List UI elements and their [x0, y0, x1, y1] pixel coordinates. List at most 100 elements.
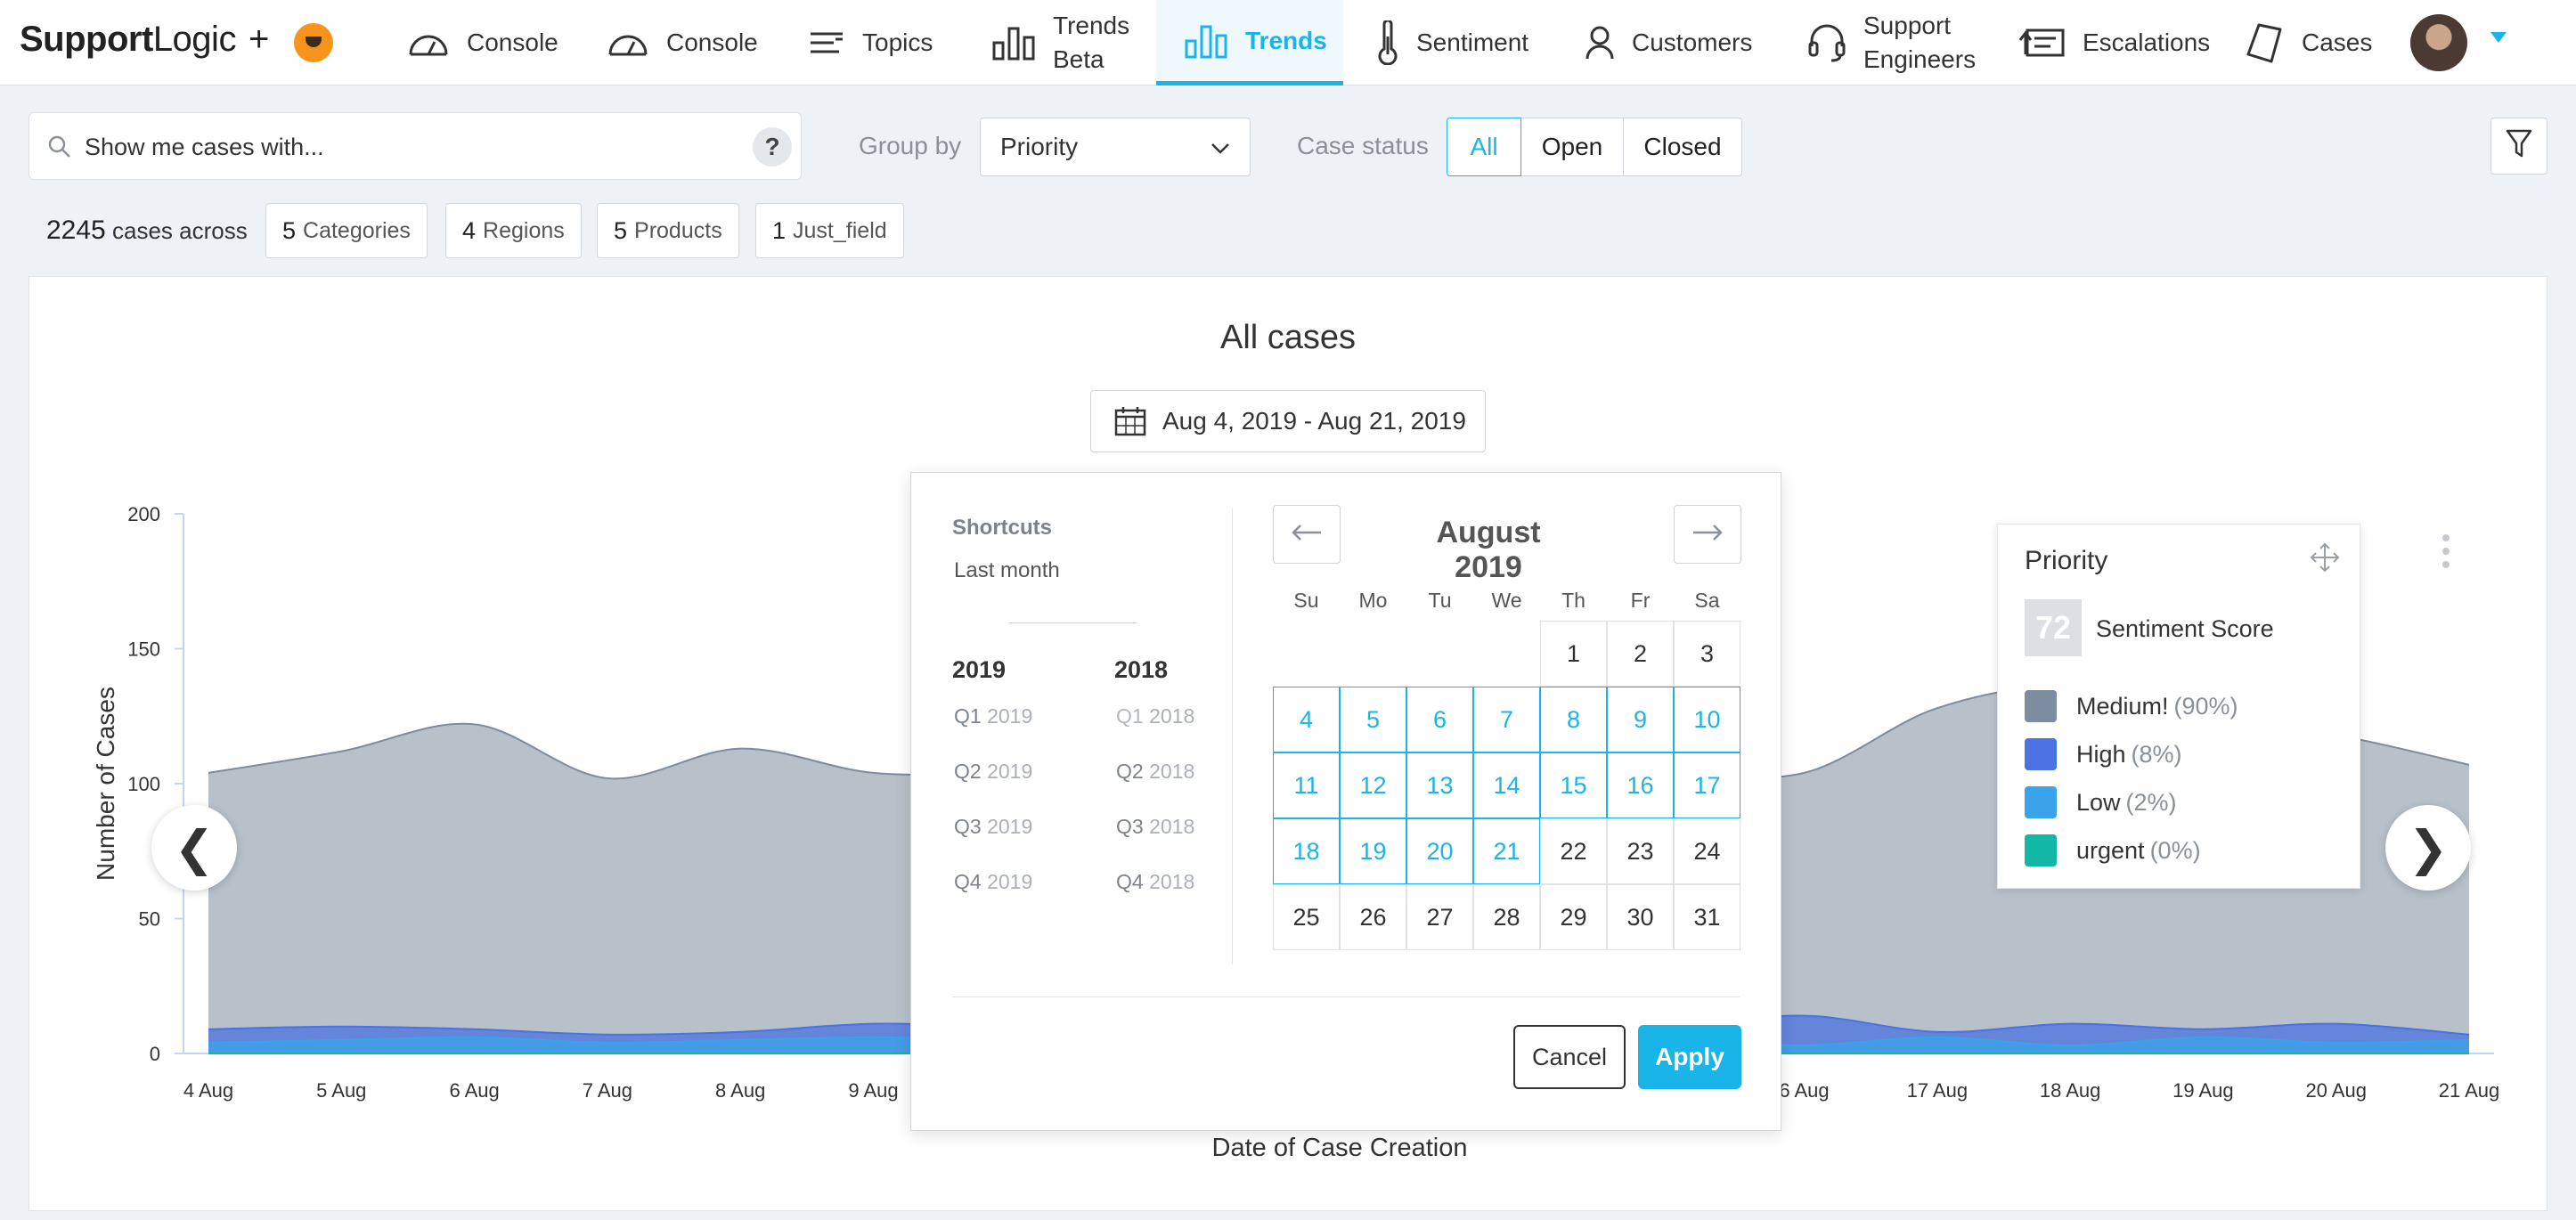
top-nav: SupportLogic + Console Console Topics Tre…: [0, 0, 2576, 85]
nav-console-2[interactable]: Console: [607, 0, 758, 85]
calendar-day[interactable]: 8: [1540, 687, 1607, 752]
calendar-day[interactable]: 30: [1607, 884, 1674, 950]
shortcut-quarter[interactable]: Q1 2019: [954, 704, 1033, 728]
nav-cases[interactable]: Cases: [2245, 0, 2372, 85]
calendar-day[interactable]: 29: [1540, 884, 1607, 950]
nav-trends-beta[interactable]: Trends Beta: [992, 0, 1129, 85]
date-picker-popup: Shortcuts Last month 2019 2018 Q1 2019 Q…: [910, 472, 1781, 1131]
date-range-button[interactable]: Aug 4, 2019 - Aug 21, 2019: [1090, 390, 1486, 452]
topics-icon: [809, 30, 844, 55]
calendar-day[interactable]: 9: [1607, 687, 1674, 752]
calendar-day[interactable]: 4: [1273, 687, 1340, 752]
calendar-day[interactable]: 21: [1473, 818, 1540, 884]
calendar-day[interactable]: 3: [1674, 621, 1740, 687]
prev-arrow-button[interactable]: ❮: [151, 805, 237, 891]
legend-item[interactable]: Low (2%): [2025, 786, 2177, 818]
move-icon[interactable]: [2310, 542, 2340, 577]
shortcut-quarter[interactable]: Q4 2018: [1116, 870, 1195, 893]
search-input[interactable]: [85, 129, 708, 165]
shortcut-last-month[interactable]: Last month: [954, 558, 1060, 582]
escalation-icon: [2018, 28, 2065, 58]
weekday-label: Th: [1561, 589, 1586, 612]
legend-title: Priority: [2025, 546, 2108, 575]
shortcut-quarter[interactable]: Q2 2019: [954, 760, 1033, 783]
status-all-button[interactable]: All: [1447, 118, 1521, 176]
chip-categories[interactable]: 5 Categories: [265, 203, 428, 258]
calendar-day[interactable]: 7: [1473, 687, 1540, 752]
divider: [952, 996, 1740, 997]
calendar-day[interactable]: 28: [1473, 884, 1540, 950]
prev-month-button[interactable]: [1273, 505, 1341, 564]
calendar-day[interactable]: 24: [1674, 818, 1740, 884]
chip-just-field[interactable]: 1 Just_field: [755, 203, 904, 258]
calendar-day[interactable]: 25: [1273, 884, 1340, 950]
help-icon[interactable]: ?: [753, 127, 792, 167]
apply-button[interactable]: Apply: [1638, 1025, 1741, 1089]
x-tick-label: 18 Aug: [2040, 1079, 2101, 1102]
status-closed-button[interactable]: Closed: [1623, 118, 1742, 176]
filter-button[interactable]: [2490, 118, 2547, 175]
calendar-day[interactable]: 31: [1674, 884, 1740, 950]
nav-topics[interactable]: Topics: [809, 0, 933, 85]
calendar-day[interactable]: 15: [1540, 752, 1607, 818]
calendar-day[interactable]: 26: [1340, 884, 1406, 950]
calendar-day[interactable]: 14: [1473, 752, 1540, 818]
bar-chart-icon: [1185, 23, 1227, 59]
thermometer-icon: [1377, 20, 1398, 65]
y-tick-label: 150: [127, 638, 160, 661]
next-arrow-button[interactable]: ❯: [2385, 805, 2471, 891]
nav-escalations[interactable]: Escalations: [2018, 0, 2210, 85]
logo[interactable]: SupportLogic +: [20, 20, 269, 59]
calendar-day[interactable]: 19: [1340, 818, 1406, 884]
calendar-day[interactable]: 1: [1540, 621, 1607, 687]
calendar-day[interactable]: 6: [1406, 687, 1473, 752]
legend-item[interactable]: urgent (0%): [2025, 834, 2201, 866]
y-tick-label: 200: [127, 503, 160, 525]
shortcut-quarter[interactable]: Q1 2018: [1116, 704, 1195, 728]
calendar-day[interactable]: 27: [1406, 884, 1473, 950]
legend-item[interactable]: Medium! (90%): [2025, 690, 2238, 722]
case-status-label: Case status: [1297, 132, 1429, 159]
weekday-label: Su: [1293, 589, 1319, 612]
calendar-day[interactable]: 20: [1406, 818, 1473, 884]
calendar-day[interactable]: 16: [1607, 752, 1674, 818]
nav-trends[interactable]: Trends: [1156, 0, 1343, 85]
nav-sentiment[interactable]: Sentiment: [1377, 0, 1528, 85]
calendar-day[interactable]: 17: [1674, 752, 1740, 818]
calendar-day[interactable]: 23: [1607, 818, 1674, 884]
calendar-day[interactable]: 11: [1273, 752, 1340, 818]
nav-console-1[interactable]: Console: [408, 0, 558, 85]
shortcut-quarter[interactable]: Q2 2018: [1116, 760, 1195, 783]
shortcut-quarter[interactable]: Q4 2019: [954, 870, 1033, 893]
x-tick-label: 17 Aug: [1907, 1079, 1969, 1102]
nav-customers[interactable]: Customers: [1586, 0, 1752, 85]
search-box: ?: [29, 112, 802, 180]
user-avatar[interactable]: [2410, 14, 2467, 71]
calendar-day[interactable]: 5: [1340, 687, 1406, 752]
calendar-day[interactable]: 22: [1540, 818, 1607, 884]
calendar-day[interactable]: 13: [1406, 752, 1473, 818]
calendar-day[interactable]: 12: [1340, 752, 1406, 818]
x-tick-label: 5 Aug: [316, 1079, 366, 1102]
chip-products[interactable]: 5 Products: [597, 203, 739, 258]
legend-swatch: [2025, 690, 2057, 722]
legend-item[interactable]: High (8%): [2025, 738, 2182, 770]
calendar-day[interactable]: 10: [1674, 687, 1740, 752]
nav-support-engineers[interactable]: Support Engineers: [1808, 0, 1976, 85]
calendar-day[interactable]: 2: [1607, 621, 1674, 687]
chevron-down-icon[interactable]: [2490, 32, 2507, 43]
chip-regions[interactable]: 4 Regions: [445, 203, 582, 258]
status-open-button[interactable]: Open: [1520, 118, 1624, 176]
shortcut-quarter[interactable]: Q3 2019: [954, 815, 1033, 838]
next-month-button[interactable]: [1674, 505, 1741, 564]
cancel-button[interactable]: Cancel: [1513, 1025, 1626, 1089]
more-options-icon[interactable]: [2442, 534, 2451, 574]
calendar-day[interactable]: 18: [1273, 818, 1340, 884]
divider: [1232, 508, 1233, 964]
gauge-icon: [607, 29, 648, 56]
weekday-label: Sa: [1694, 589, 1720, 612]
group-by-select[interactable]: Priority: [980, 118, 1251, 176]
shortcut-quarter[interactable]: Q3 2018: [1116, 815, 1195, 838]
x-tick-label: 8 Aug: [715, 1079, 765, 1102]
chevron-right-icon: ❯: [2408, 821, 2449, 875]
